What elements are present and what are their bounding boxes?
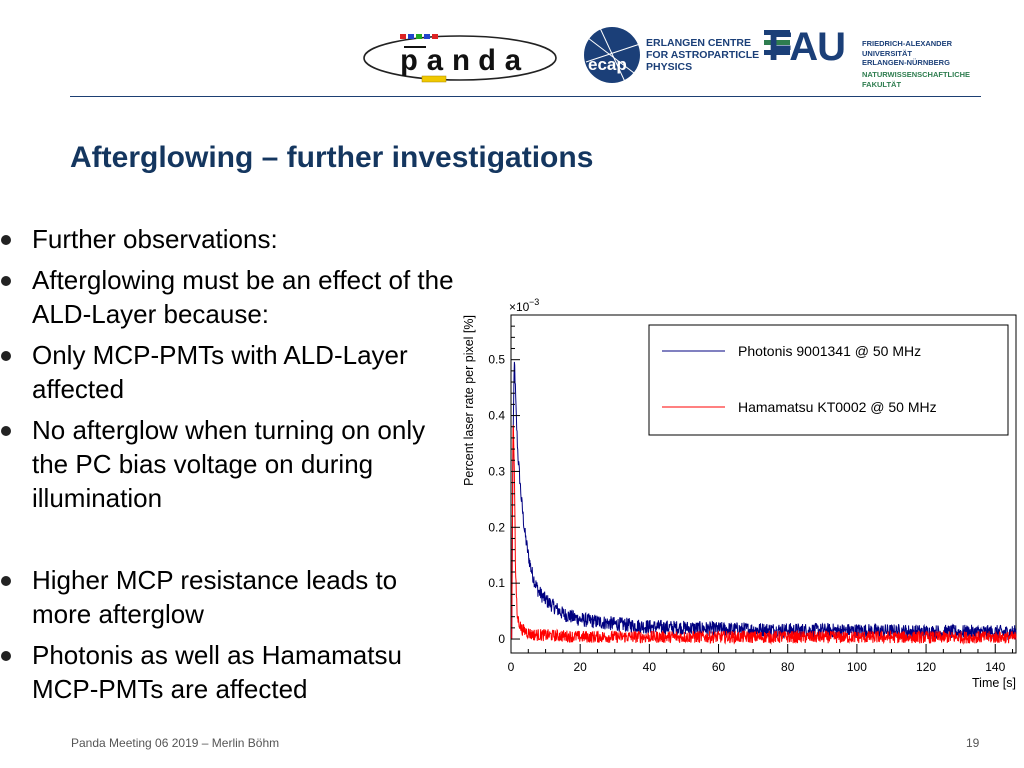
bullet-line: more afterglow: [32, 599, 204, 629]
fau-name-line: ERLANGEN-NÜRNBERG: [862, 58, 950, 67]
y-tick-label: 0.3: [488, 464, 505, 478]
y-tick-label: 0: [498, 632, 505, 646]
legend-label: Hamamatsu KT0002 @ 50 MHz: [738, 399, 937, 415]
bullet-line: the PC bias voltage on during: [32, 449, 374, 479]
afterglow-chart: 0 20 40 60 80 100 120 140 0 0.1 0.2 0.3 0.4 0.5 ×10 −3 T…: [455, 296, 1024, 692]
x-tick-label: 40: [643, 660, 657, 674]
y-exponent-label: ×10: [509, 300, 530, 314]
fau-logo: FAU: [764, 24, 858, 69]
ecap-name-line: PHYSICS: [646, 61, 693, 73]
bullet-dot-icon: [1, 426, 11, 436]
x-tick-label: 100: [847, 660, 867, 674]
bullet-item: Further observations:: [0, 222, 500, 256]
x-tick-label: 140: [985, 660, 1005, 674]
bullet-dot-icon: [1, 351, 11, 361]
slide-title: Afterglowing – further investigations: [70, 141, 594, 174]
bullet-line: Photonis as well as Hamamatsu: [32, 640, 402, 670]
y-tick-label: 0.1: [488, 576, 505, 590]
fau-name-line: FRIEDRICH-ALEXANDER: [862, 39, 952, 48]
bullet-dot-icon: [1, 576, 11, 586]
ecap-logo-mark: ecap: [588, 55, 627, 74]
panda-logo: panda: [360, 30, 580, 86]
x-tick-label: 60: [712, 660, 726, 674]
ecap-name-line: FOR ASTROPARTICLE: [646, 49, 760, 61]
bullet-line: affected: [32, 374, 125, 404]
series-line-0: [511, 361, 1017, 641]
y-tick-label: 0.4: [488, 409, 505, 423]
fau-faculty-line: FAKULTÄT: [862, 79, 902, 89]
bullet-item: Afterglowing must be an effect of the AL…: [0, 263, 500, 331]
y-tick-label: 0.2: [488, 520, 505, 534]
fau-logo-text: FAU: [768, 25, 845, 66]
bullet-line: MCP-PMTs are affected: [32, 674, 308, 704]
legend-box: [648, 324, 1009, 436]
bullet-item: No afterglow when turning on only the PC…: [0, 413, 500, 515]
bullet-dot-icon: [1, 276, 11, 286]
bullet-line: Afterglowing must be an effect of the: [32, 265, 454, 295]
x-tick-label: 20: [573, 660, 587, 674]
panda-logo-text: panda: [400, 46, 530, 80]
header-divider: [70, 96, 981, 97]
bullet-line: Further observations:: [32, 224, 278, 254]
x-tick-label: 80: [781, 660, 795, 674]
bullet-item: Only MCP-PMTs with ALD-Layer affected: [0, 338, 500, 406]
x-axis-title: Time [s]: [972, 676, 1016, 690]
bullet-line: Only MCP-PMTs with ALD-Layer: [32, 340, 408, 370]
fau-name-line: UNIVERSITÄT: [862, 48, 913, 58]
bullet-line: No afterglow when turning on only: [32, 415, 426, 445]
footer-text: Panda Meeting 06 2019 – Merlin Böhm: [71, 736, 280, 750]
bullet-line: Higher MCP resistance leads to: [32, 565, 398, 595]
bullet-line: ALD-Layer because:: [32, 299, 270, 329]
bullet-dot-icon: [1, 235, 11, 245]
fau-faculty-line: NATURWISSENSCHAFTLICHE: [862, 70, 971, 79]
bullet-dot-icon: [1, 651, 11, 661]
ecap-logo: ecap: [582, 24, 644, 86]
series-line-1: [511, 425, 1017, 645]
fau-faculty: NATURWISSENSCHAFTLICHE FAKULTÄT: [862, 70, 970, 89]
ecap-name: ERLANGEN CENTRE FOR ASTROPARTICLE PHYSIC…: [646, 37, 759, 73]
legend-label: Photonis 9001341 @ 50 MHz: [738, 343, 921, 359]
bullet-item: Photonis as well as Hamamatsu MCP-PMTs a…: [0, 638, 500, 706]
afterglow-chart-svg: 0 20 40 60 80 100 120 140 0 0.1 0.2 0.3 0.4 0.5 ×10 −3 T…: [462, 297, 1017, 690]
y-exponent-power: −3: [529, 297, 539, 307]
x-tick-label: 120: [916, 660, 936, 674]
bullet-list: Further observations: Afterglowing must …: [0, 222, 500, 706]
page-number: 19: [966, 736, 980, 750]
bullet-line: illumination: [32, 483, 163, 513]
bullet-item: Higher MCP resistance leads to more afte…: [0, 563, 500, 631]
ecap-name-line: ERLANGEN CENTRE: [646, 37, 752, 49]
fau-name: FRIEDRICH-ALEXANDER UNIVERSITÄT ERLANGEN…: [862, 39, 952, 68]
y-tick-label: 0.5: [488, 353, 505, 367]
x-tick-label: 0: [508, 660, 515, 674]
y-axis-title: Percent laser rate per pixel [%]: [462, 315, 476, 486]
